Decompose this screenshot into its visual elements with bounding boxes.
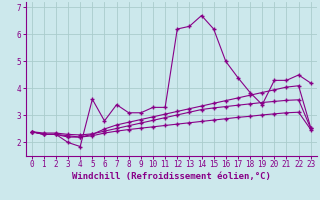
- X-axis label: Windchill (Refroidissement éolien,°C): Windchill (Refroidissement éolien,°C): [72, 172, 271, 181]
